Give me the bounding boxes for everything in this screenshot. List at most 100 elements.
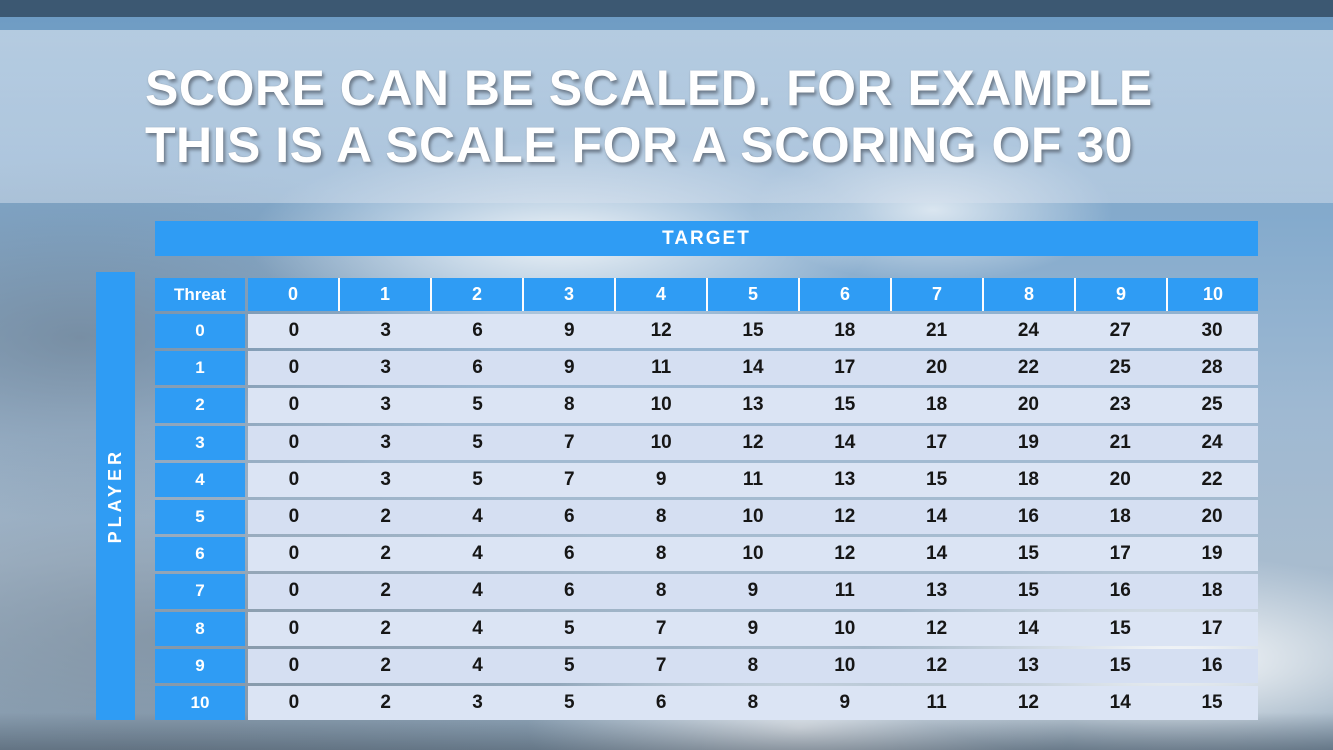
score-cell: 18	[1109, 506, 1131, 528]
score-cell: 14	[1017, 617, 1039, 639]
score-cell: 4	[472, 543, 483, 565]
score-cell: 16	[1201, 654, 1223, 676]
score-cell: 6	[564, 543, 575, 565]
score-cell: 18	[1201, 580, 1223, 602]
score-cell: 19	[1201, 543, 1223, 565]
score-cell: 10	[742, 543, 764, 565]
row-values: 0 2 3 5 6 8 9 11 12 14 15	[248, 685, 1258, 721]
score-cell: 28	[1201, 357, 1223, 379]
score-cell: 11	[834, 580, 855, 602]
row-header-cell: 4	[155, 462, 245, 497]
score-cell: 20	[1109, 468, 1131, 490]
score-cell: 0	[288, 543, 300, 565]
table-row: 4 0 3 5 7 9 11 13 15 18 20 22	[155, 462, 1258, 497]
score-cell: 25	[1109, 357, 1131, 379]
table-row: 8 0 2 4 5 7 9 10 12 14 15 17	[155, 611, 1258, 646]
score-cell: 13	[834, 468, 856, 490]
score-cell: 0	[288, 468, 300, 490]
score-cell: 8	[747, 654, 759, 676]
score-cell: 6	[564, 506, 575, 528]
score-cell: 17	[926, 431, 948, 453]
score-cell: 9	[839, 691, 851, 713]
score-cell: 5	[472, 468, 483, 490]
row-values: 0 2 4 6 8 10 12 14 16 18 20	[248, 499, 1258, 535]
table-row: 6 0 2 4 6 8 10 12 14 15 17 19	[155, 537, 1258, 572]
score-cell: 10	[834, 654, 856, 676]
score-cell: 3	[380, 357, 391, 379]
row-header-cell: 10	[155, 685, 245, 721]
score-cell: 2	[380, 506, 391, 528]
col-header-cell: 1	[338, 278, 430, 311]
score-cell: 10	[650, 431, 672, 453]
table-row: 1 0 3 6 9 11 14 17 20 22 25 28	[155, 351, 1258, 386]
score-cell: 10	[650, 394, 672, 416]
score-cell: 12	[650, 320, 672, 342]
score-cell: 12	[834, 543, 856, 565]
row-values: 0 2 4 5 7 9 10 12 14 15 17	[248, 611, 1258, 646]
col-header-cell: 4	[614, 278, 706, 311]
row-header-cell: 0	[155, 314, 245, 349]
score-cell: 13	[1017, 654, 1039, 676]
score-cell: 17	[1109, 543, 1131, 565]
player-header: PLAYER	[96, 272, 135, 720]
score-cell: 20	[1017, 394, 1039, 416]
score-cell: 6	[472, 320, 483, 342]
score-cell: 10	[834, 617, 856, 639]
row-values: 0 2 4 6 8 9 11 13 15 16 18	[248, 574, 1258, 609]
col-header-cell: 7	[890, 278, 982, 311]
score-cell: 3	[380, 394, 391, 416]
row-header-cell: 5	[155, 499, 245, 535]
score-cell: 12	[1017, 691, 1039, 713]
table-row: 5 0 2 4 6 8 10 12 14 16 18 20	[155, 499, 1258, 535]
score-cell: 9	[747, 580, 759, 602]
score-cell: 5	[472, 394, 483, 416]
row-values: 0 3 6 9 12 15 18 21 24 27 30	[248, 314, 1258, 349]
table-row: 3 0 3 5 7 10 12 14 17 19 21 24	[155, 425, 1258, 460]
score-cell: 0	[288, 580, 300, 602]
row-header-cell: 3	[155, 425, 245, 460]
score-cell: 18	[1017, 468, 1039, 490]
score-cell: 16	[1017, 506, 1039, 528]
score-cell: 24	[1201, 431, 1223, 453]
row-values: 0 2 4 6 8 10 12 14 15 17 19	[248, 537, 1258, 572]
row-header-cell: 1	[155, 351, 245, 386]
row-header-cell: 2	[155, 388, 245, 423]
table-row: 10 0 2 3 5 6 8 9 11 12 14 15	[155, 685, 1258, 721]
score-cell: 4	[472, 654, 483, 676]
score-cell: 2	[380, 580, 391, 602]
score-cell: 0	[288, 506, 300, 528]
score-cell: 11	[926, 691, 947, 713]
top-accent-bar	[0, 0, 1333, 17]
col-header-cell: 0	[248, 278, 338, 311]
score-cell: 5	[564, 691, 575, 713]
score-cell: 24	[1017, 320, 1039, 342]
score-cell: 11	[651, 357, 672, 379]
row-values: 0 3 5 7 10 12 14 17 19 21 24	[248, 425, 1258, 460]
score-cell: 3	[380, 468, 391, 490]
score-cell: 18	[926, 394, 948, 416]
score-grid: Threat 0 1 2 3 4 5 6 7 8 9 10 0 0 3 6 9 12 15 18 21 24 27 30 1 0 3…	[155, 278, 1258, 721]
score-cell: 25	[1201, 394, 1223, 416]
score-cell: 12	[926, 617, 948, 639]
score-cell: 13	[742, 394, 764, 416]
score-cell: 17	[834, 357, 856, 379]
score-cell: 15	[834, 394, 856, 416]
col-header-cell: 10	[1166, 278, 1258, 311]
score-cell: 14	[742, 357, 764, 379]
score-cell: 0	[288, 617, 300, 639]
score-cell: 23	[1109, 394, 1131, 416]
score-cell: 4	[472, 506, 483, 528]
score-cell: 0	[288, 394, 300, 416]
col-header-cell: 8	[982, 278, 1074, 311]
score-cell: 11	[742, 468, 764, 490]
score-cell: 30	[1201, 320, 1223, 342]
row-values: 0 3 5 8 10 13 15 18 20 23 25	[248, 388, 1258, 423]
score-cell: 8	[564, 394, 575, 416]
score-cell: 9	[655, 468, 667, 490]
col-header-cell: 2	[430, 278, 522, 311]
score-cell: 0	[288, 691, 300, 713]
score-cell: 17	[1201, 617, 1223, 639]
row-values: 0 3 5 7 9 11 13 15 18 20 22	[248, 462, 1258, 497]
score-cell: 18	[834, 320, 856, 342]
